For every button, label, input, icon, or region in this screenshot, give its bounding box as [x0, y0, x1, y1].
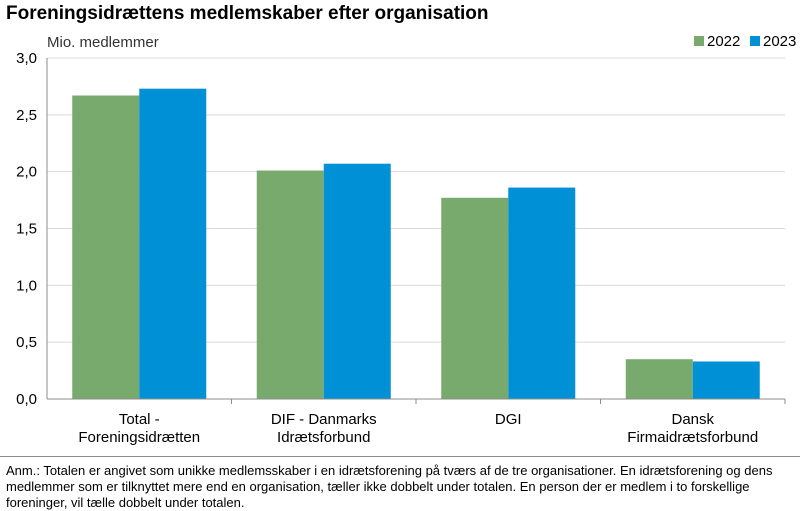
bar-2023: [508, 187, 576, 399]
legend-label-2022: 2022: [707, 33, 740, 50]
y-tick-label: 2,5: [16, 107, 37, 124]
legend: 2022 2023: [694, 33, 796, 50]
y-axis-label: Mio. medlemmer: [47, 34, 159, 51]
x-tick-label: Total -Foreningsidrætten: [78, 411, 200, 446]
x-tick-label: Dansk Firmaidrætsforbund: [627, 411, 758, 446]
bar-2023: [139, 88, 207, 399]
x-tick-label-line: DGI: [495, 411, 522, 428]
chart-title: Foreningsidrættens medlemskaber efter or…: [6, 3, 489, 24]
y-tick-label: 0,0: [16, 391, 37, 408]
y-tick-label: 1,0: [16, 277, 37, 294]
x-tick-label-line: Firmaidrætsforbund: [627, 429, 758, 446]
bar-2023: [692, 361, 760, 399]
x-tick-label-line: Dansk: [671, 411, 714, 428]
y-tick-label: 2,0: [16, 164, 37, 181]
bar-2023: [323, 163, 391, 399]
x-tick-label-line: Total -: [119, 411, 160, 428]
x-tick-label-line: Idrætsforbund: [277, 429, 370, 446]
bar-2022: [256, 170, 324, 399]
bar-2022: [625, 359, 693, 399]
footnote: Anm.: Totalen er angivet som unikke medl…: [6, 463, 773, 510]
y-tick-label: 0,5: [16, 334, 37, 351]
bars: [72, 88, 760, 399]
x-tick-label-line: Foreningsidrætten: [78, 429, 200, 446]
divider: [0, 456, 800, 457]
y-tick-label: 1,5: [16, 221, 37, 238]
x-tick-label: DGI: [495, 411, 522, 428]
legend-swatch-2022: [694, 36, 704, 46]
bar-2022: [441, 197, 509, 399]
x-tick-label: DIF - Danmarks Idrætsforbund: [271, 411, 377, 446]
axes: 0,0 0,5 1,0 1,5 2,0 2,5 3,0 Total -Foreningsidr…: [16, 50, 786, 446]
bar-2022: [72, 95, 140, 399]
bar-chart: 0,0 0,5 1,0 1,5 2,0 2,5 3,0 Total -Foreningsidr…: [16, 33, 796, 446]
legend-swatch-2023: [750, 36, 760, 46]
x-tick-label-line: DIF - Danmarks: [271, 411, 377, 428]
legend-label-2023: 2023: [763, 33, 796, 50]
y-tick-label: 3,0: [16, 50, 37, 67]
gridlines: [47, 57, 785, 343]
